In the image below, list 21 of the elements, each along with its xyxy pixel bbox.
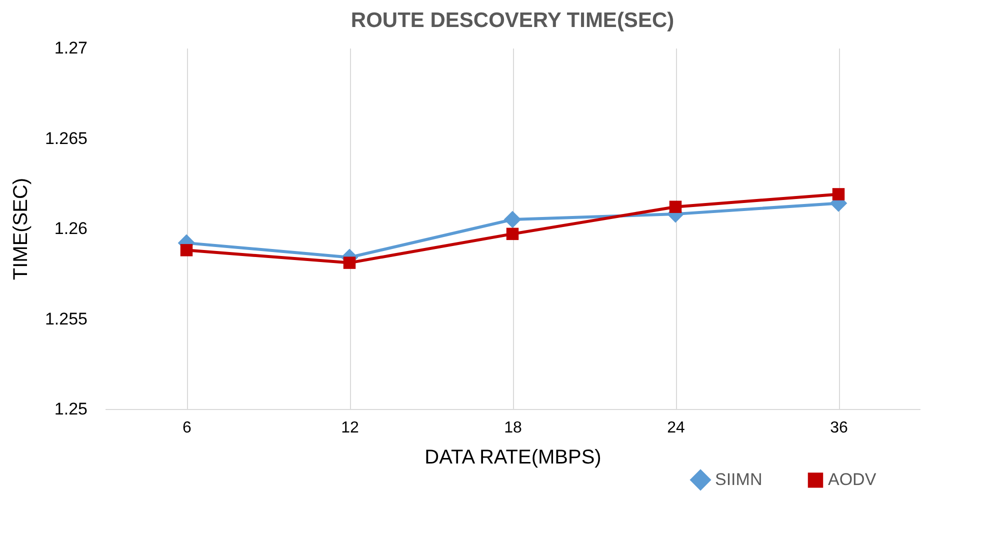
- point: [504, 210, 522, 228]
- x-tick-label: 6: [182, 420, 192, 436]
- y-axis-title: TIME(SEC): [10, 178, 32, 280]
- x-tick-label: 12: [341, 420, 359, 436]
- legend-label: SIIMN: [715, 470, 762, 489]
- y-tick-label: 1.255: [44, 309, 88, 328]
- x-tick-label: 24: [667, 420, 685, 436]
- x-axis-title: DATA RATE(MBPS): [424, 446, 602, 468]
- x-tick-label: 18: [504, 420, 522, 436]
- x-tick-label: 36: [830, 420, 848, 436]
- legend-label: AODV: [828, 470, 877, 490]
- point: [180, 244, 193, 256]
- y-tick-label: 1.27: [54, 38, 88, 58]
- point: [343, 256, 356, 269]
- y-tick-label: 1.26: [54, 219, 88, 238]
- point: [669, 200, 682, 213]
- y-tick-label: 1.265: [44, 128, 88, 148]
- y-tick-label: 1.25: [54, 400, 88, 418]
- chart-title: ROUTE DESCOVERY TIME(SEC): [350, 9, 674, 32]
- point: [506, 228, 519, 240]
- point: [832, 188, 845, 200]
